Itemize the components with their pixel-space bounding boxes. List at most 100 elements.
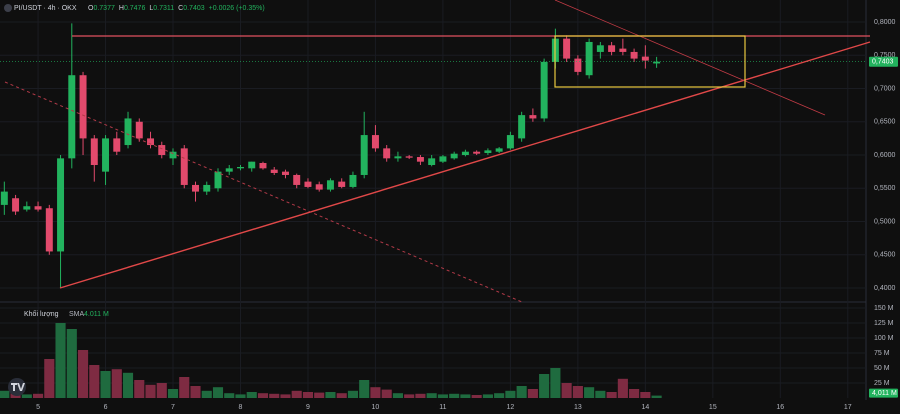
volume-bar: [595, 390, 606, 398]
y-tick-label: 0,7000: [874, 85, 896, 92]
candle-body: [473, 151, 481, 154]
candle-body: [540, 61, 548, 119]
y-tick-label: 50 M: [874, 365, 890, 372]
volume-bar: [280, 394, 291, 398]
volume-bar: [145, 384, 156, 398]
candle-body: [338, 181, 346, 187]
volume-bar: [21, 394, 32, 398]
volume-bar: [325, 392, 336, 398]
volume-bar: [437, 394, 448, 398]
candle-body: [405, 156, 413, 158]
volume-bar: [100, 371, 111, 398]
candle-body: [416, 157, 424, 162]
ohlc-label: O: [88, 5, 94, 12]
candle-body: [225, 168, 233, 172]
x-tick-label: 17: [844, 404, 852, 411]
dotted-trendline: [4, 81, 523, 303]
volume-bar: [77, 350, 89, 398]
sma-value: 4.011 M: [84, 311, 109, 318]
y-tick-label: 0,6500: [874, 119, 896, 126]
ohlc-label: H: [119, 5, 124, 12]
candle-body: [529, 115, 537, 119]
candle-body: [326, 180, 334, 190]
volume-bar: [167, 389, 179, 398]
candle-body: [371, 135, 379, 149]
volume-bar: [302, 392, 314, 398]
candle-body: [619, 48, 627, 52]
down-trendline: [554, 0, 826, 116]
candle-body: [641, 56, 649, 61]
y-tick-label: 150 M: [874, 305, 894, 312]
candle-body: [585, 41, 593, 76]
volume-bar: [572, 386, 583, 398]
candle-body: [574, 58, 582, 72]
volume-bar: [156, 383, 167, 398]
y-tick-label: 0,8000: [874, 19, 896, 26]
candle-body: [495, 148, 503, 152]
candle-body: [428, 158, 436, 165]
range-box: [554, 35, 746, 88]
ohlc-value: 0.7311: [153, 5, 174, 12]
candle-body: [360, 135, 368, 175]
candle-body: [608, 45, 616, 52]
volume-bar: [561, 383, 572, 398]
volume-bar: [381, 389, 392, 398]
x-tick-label: 12: [506, 404, 514, 411]
logo-mark: [11, 383, 25, 391]
candle-body: [394, 156, 402, 159]
volume-bar: [505, 390, 516, 398]
y-tick-label: 125 M: [874, 320, 894, 327]
logo: [8, 378, 26, 396]
candle-body: [237, 166, 244, 169]
candle-body: [23, 206, 31, 210]
volume-bar: [370, 387, 381, 398]
volume-bar: [314, 392, 325, 398]
volume-bar: [190, 386, 201, 398]
x-tick-label: 14: [641, 404, 649, 411]
symbol-icon: [4, 4, 12, 12]
y-tick-label: 0,7500: [874, 52, 896, 59]
candle-body: [102, 138, 110, 172]
volume-bar: [235, 394, 246, 398]
candle-body: [180, 148, 188, 185]
volume-subtitle: SMA: [69, 311, 85, 318]
ohlc-label: C: [178, 5, 183, 12]
candle-body: [203, 184, 211, 192]
x-tick-label: 11: [439, 404, 446, 411]
candle-body: [349, 174, 357, 187]
x-tick-label: 6: [104, 404, 108, 411]
volume-bar: [494, 393, 505, 398]
x-tick-label: 15: [709, 404, 717, 411]
volume-bar: [32, 393, 44, 398]
candle-body: [169, 151, 177, 159]
volume-bar: [122, 372, 134, 398]
candle-body: [281, 171, 289, 175]
candle-body: [68, 75, 76, 159]
volume-bar: [55, 323, 66, 398]
volume-bar: [359, 380, 370, 398]
grid: [0, 0, 866, 398]
volume-bar: [404, 394, 415, 398]
y-tick-label: 0,5500: [874, 185, 896, 192]
candle-body: [214, 171, 222, 189]
volume-bar: [584, 387, 595, 398]
last-volume-label: 4,011 M: [872, 390, 897, 397]
ohlc-value: 0.7403: [183, 5, 205, 12]
x-tick-label: 16: [776, 404, 784, 411]
candle-body: [653, 61, 661, 64]
volume-bar: [347, 390, 359, 398]
drawings: [4, 0, 871, 303]
volume-bar: [617, 378, 628, 398]
candle-body: [315, 184, 323, 190]
candle-body: [259, 163, 267, 169]
support-trendline: [59, 41, 871, 289]
candle-body: [124, 118, 132, 146]
x-tick-label: 5: [36, 404, 40, 411]
candle-body: [34, 206, 42, 210]
candle-body: [147, 138, 155, 146]
candle-body: [518, 115, 526, 139]
volume-bar: [527, 389, 538, 398]
last-price-label: 0,7403: [872, 59, 894, 66]
volume-bar: [482, 394, 493, 398]
